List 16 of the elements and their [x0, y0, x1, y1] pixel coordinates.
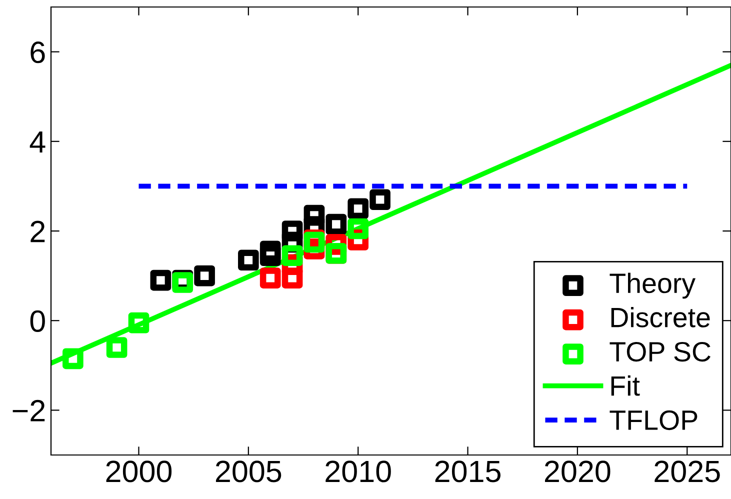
- y-tick-label: 4: [30, 131, 46, 152]
- legend-label: Fit: [611, 375, 640, 396]
- x-tick-label: 2010: [326, 460, 391, 482]
- x-tick-label: 2025: [654, 460, 720, 482]
- y-tick-label: −2: [12, 400, 45, 422]
- legend-label: Discrete: [611, 306, 710, 328]
- legend-label: TOP SC: [610, 342, 710, 362]
- legend-label: Theory: [610, 272, 696, 299]
- x-tick-label: 2015: [435, 460, 500, 482]
- y-tick-label: 6: [30, 42, 45, 64]
- x-tick-label: 2000: [106, 460, 172, 482]
- x-tick-label: 2020: [545, 460, 610, 482]
- y-tick-label: 0: [30, 310, 45, 332]
- legend-label: TFLOP: [610, 410, 698, 430]
- y-tick-label: 2: [30, 220, 45, 242]
- x-tick-label: 2005: [216, 460, 282, 482]
